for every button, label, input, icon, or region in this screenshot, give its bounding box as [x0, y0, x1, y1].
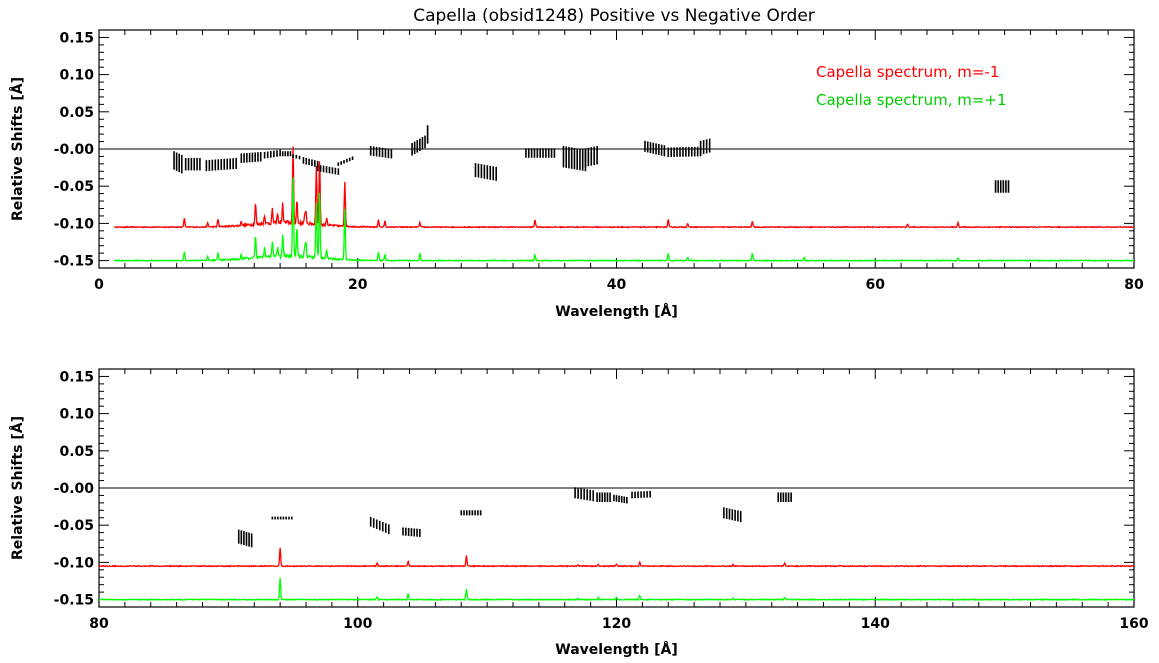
y-tick-label: -0.00 — [54, 142, 95, 158]
y-tick-label: -0.00 — [54, 481, 95, 497]
spectrum-line — [98, 577, 1135, 602]
y-tick-label: 0.15 — [59, 30, 94, 46]
y-tick-label: 0.10 — [59, 68, 94, 84]
y-axis-label: Relative Shifts [Å] — [9, 77, 26, 221]
x-axis-label: Wavelength [Å] — [555, 303, 677, 320]
panel-bottom: 80 100 120 140 160 0.15 0.10 0.05 -0.00 -0.05 -0.1… — [9, 368, 1149, 658]
shift-errorbars — [173, 125, 1010, 193]
y-tick-label: 0.05 — [59, 105, 94, 121]
legend-entry-m-minus-1: Capella spectrum, m=-1 — [816, 63, 999, 81]
x-tick-label: 80 — [1124, 277, 1144, 293]
x-tick-label: 120 — [602, 616, 631, 632]
x-tick-label: 40 — [607, 277, 627, 293]
x-tick-label: 20 — [348, 277, 368, 293]
legend: Capella spectrum, m=-1 Capella spectrum,… — [816, 63, 1007, 109]
shift-errorbars — [237, 487, 792, 548]
spectrum-line — [113, 177, 1135, 263]
y-tick-label: -0.05 — [54, 179, 94, 195]
y-axis-label: Relative Shifts [Å] — [9, 416, 26, 560]
x-tick-label: 160 — [1119, 616, 1148, 632]
y-tick-label: -0.10 — [54, 216, 95, 232]
spectrum-line — [98, 547, 1135, 568]
y-tick-label: 0.05 — [59, 444, 94, 460]
x-tick-label: 60 — [866, 277, 886, 293]
y-tick-label: -0.15 — [54, 254, 94, 270]
y-tick-label: -0.05 — [54, 518, 94, 534]
y-tick-label: 0.10 — [59, 407, 94, 423]
spectrum-line — [114, 146, 1135, 229]
x-tick-label: 0 — [94, 277, 104, 293]
x-axis-label: Wavelength [Å] — [555, 641, 677, 658]
y-tick-label: -0.15 — [54, 593, 94, 609]
x-tick-label: 100 — [343, 616, 372, 632]
x-tick-label: 140 — [861, 616, 890, 632]
chart-title: Capella (obsid1248) Positive vs Negative… — [413, 6, 815, 26]
x-tick-label: 80 — [89, 616, 109, 632]
legend-entry-m-plus-1: Capella spectrum, m=+1 — [816, 91, 1007, 109]
panel-top: 0 20 40 60 80 0.15 0.10 0.05 -0.00 -0.05 -0.10 -0.1… — [9, 29, 1144, 320]
y-tick-label: -0.10 — [54, 555, 95, 571]
y-tick-label: 0.15 — [59, 369, 94, 385]
